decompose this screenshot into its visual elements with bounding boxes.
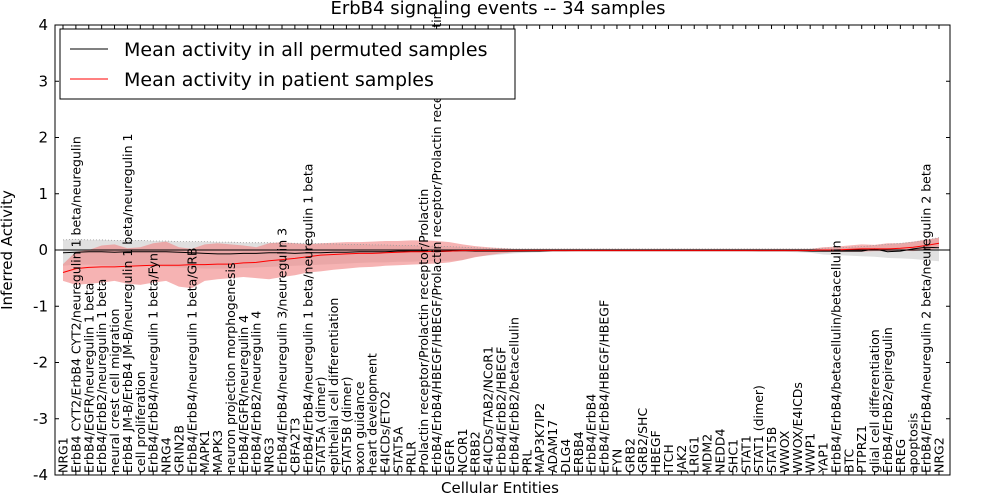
entity-label: ErbB4/ErbB4/neuregulin 1 beta/GRB [184, 248, 199, 473]
entity-label: SHC1 [725, 439, 740, 473]
entity-label: glial cell differentiation [867, 329, 882, 473]
y-tick-label: 1 [38, 185, 48, 203]
entity-label: Prolactin receptor/Prolactin receptor/Pr… [416, 189, 431, 473]
legend-label-permuted: Mean activity in all permuted samples [124, 39, 487, 61]
y-tick-label: -3 [33, 410, 48, 428]
entity-label: ErbB4/ErbB4 [584, 394, 599, 473]
patient-series-line [62, 242, 940, 273]
entity-label: PTPRZ1 [854, 425, 869, 473]
entity-label: WWOX/E4ICDs [790, 382, 805, 473]
entity-label: STAT5B [764, 427, 779, 473]
y-axis-title: Inferred Activity [0, 190, 16, 310]
entity-label: YAP1 [816, 442, 831, 474]
entity-label: PRLR [403, 441, 418, 473]
y-tick-label: -2 [33, 354, 48, 372]
y-tick-label: -1 [33, 297, 48, 315]
entity-label: FYN [609, 449, 624, 473]
entity-label: ErbB4/ErbB4/neuregulin 1 beta/Fyn [146, 253, 161, 473]
entity-label: NCOR1 [455, 428, 470, 473]
entity-label: neural crest cell migration [107, 309, 122, 473]
chart-title: ErbB4 signaling events -- 34 samples [330, 0, 665, 19]
entity-label: NEDD4 [713, 429, 728, 473]
entity-label: E4ICDs/ETO2 [378, 391, 393, 473]
y-tick-label: 0 [38, 241, 48, 259]
entity-label: axon guidance [352, 381, 367, 473]
entity-label: heart development [365, 353, 380, 473]
entity-label: GRB2 [622, 438, 637, 473]
series-lines [55, 242, 950, 273]
entity-label: ErbB4/EGFR/neuregulin 4 [236, 315, 251, 473]
entity-label: NRG1 [56, 437, 71, 473]
x-axis-title: Cellular Entities [441, 479, 559, 497]
entity-label: PRL [519, 450, 534, 473]
entity-label: JAK2 [674, 445, 689, 474]
entity-label: ERBB2 [468, 431, 483, 473]
y-tick-label: 3 [38, 72, 48, 90]
entity-label: ErbB4/EGFR/neuregulin 1 beta [81, 283, 96, 473]
y-tick-label: -4 [33, 466, 48, 484]
entity-label: STAT5A (dimer) [313, 377, 328, 473]
entity-label: NRG2 [932, 437, 947, 473]
entity-label: ErbB4/ErbB2/HBEGF [494, 347, 509, 473]
entity-label: NRG3 [262, 437, 277, 473]
entity-label: epithelial cell differentiation [326, 298, 341, 473]
entity-label: STAT5A [390, 426, 405, 473]
entity-label: STAT1 (dimer) [751, 385, 766, 473]
entity-label: ErbB4/ErbB2/betacellulin [506, 317, 521, 473]
entity-label: ErbB4/ErbB2/neuregulin 1 beta [94, 279, 109, 473]
entity-label: LRIG1 [687, 436, 702, 473]
entity-label: HBEGF [648, 430, 663, 473]
entity-label: WWOX [777, 430, 792, 473]
entity-label: ITCH [661, 444, 676, 473]
entity-label: ErbB4 CYT2/ErbB4 CYT2/neuregulin 1 beta/… [68, 136, 83, 473]
entity-label: cell proliferation [133, 371, 148, 473]
entity-label: apoptosis [906, 413, 921, 473]
x-axis [62, 25, 940, 475]
entity-label: ErbB4/ErbB4/neuregulin 1 beta/neuregulin… [300, 164, 315, 473]
legend: Mean activity in all permuted samples Me… [59, 28, 516, 100]
entity-label: ErbB4/ErbB4/HBEGF/HBEGF [597, 300, 612, 473]
entity-label: EREG [893, 439, 908, 473]
y-tick-label: 4 [38, 16, 48, 34]
entity-label: CBFA2T3 [287, 418, 302, 473]
entity-label: MAP3K7IP2 [532, 403, 547, 473]
entity-label: MAPK3 [210, 430, 225, 473]
entity-label: MAPK1 [197, 430, 212, 473]
entity-label: ErbB4/ErbB4/neuregulin 3/neuregulin 3 [275, 228, 290, 473]
entity-label: ErbB4/ErbB4/neuregulin 2 beta/neuregulin… [919, 164, 934, 473]
entity-label: NRG4 [159, 437, 174, 473]
entity-label: ErbB4/ErbB2/neuregulin 4 [249, 311, 264, 473]
legend-label-patient: Mean activity in patient samples [124, 69, 434, 91]
permuted-upper-dotted [62, 237, 940, 250]
entity-label: EGFR [442, 439, 457, 473]
entity-label: BTC [841, 449, 856, 473]
entity-label: MDM2 [700, 434, 715, 473]
entity-label: GRB2/SHC [635, 408, 650, 473]
entity-label: ADAM17 [545, 420, 560, 473]
entity-label: neuron projection morphogenesis [223, 262, 238, 473]
entity-label: STAT1 [738, 435, 753, 473]
entity-label: E4ICDs/TAB2/NCoR1 [481, 346, 496, 473]
entity-label: GRIN2B [171, 425, 186, 473]
y-tick-label: 2 [38, 129, 48, 147]
legend-box [59, 28, 516, 100]
entity-label: WWP1 [803, 433, 818, 473]
entity-label: ErbB4 JM-B/ErbB4 JM-B/neuregulin 1 beta/… [120, 134, 135, 473]
entity-label: STAT5B (dimer) [339, 377, 354, 473]
entity-label: ErbB4/ErbB2/epiregulin [880, 327, 895, 473]
entity-label: ERBB4 [571, 431, 586, 473]
entity-label: ErbB4/ErbB4/betacellulin/betacellulin [828, 240, 843, 473]
entity-label: DLG4 [558, 439, 573, 473]
y-axis: -4 -3 -2 -1 0 1 2 3 4 [33, 16, 950, 484]
entity-label: ErbB4/ErbB4/HBEGF/HBEGF/Prolactin recept… [429, 11, 444, 473]
